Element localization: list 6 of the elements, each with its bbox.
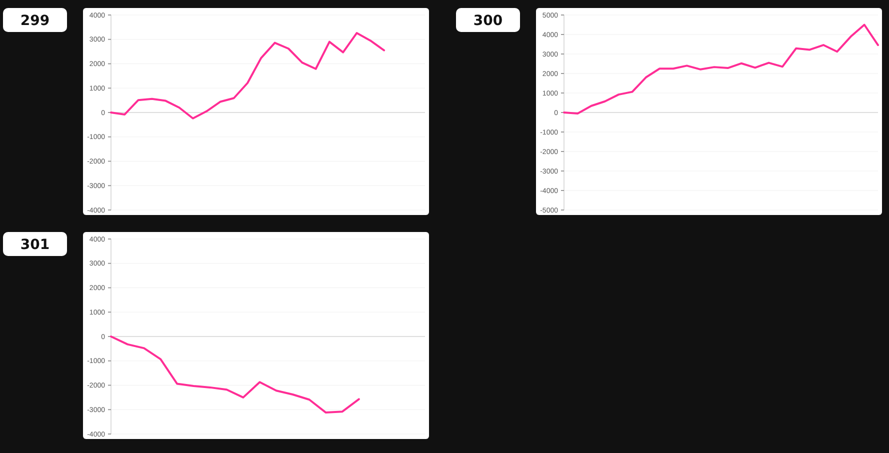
chart-title: 299	[20, 13, 50, 29]
chart-title: 300	[473, 13, 503, 29]
chart-title: 301	[20, 237, 50, 253]
line-series	[110, 32, 386, 120]
line-series	[563, 24, 879, 114]
line-series	[110, 336, 360, 414]
